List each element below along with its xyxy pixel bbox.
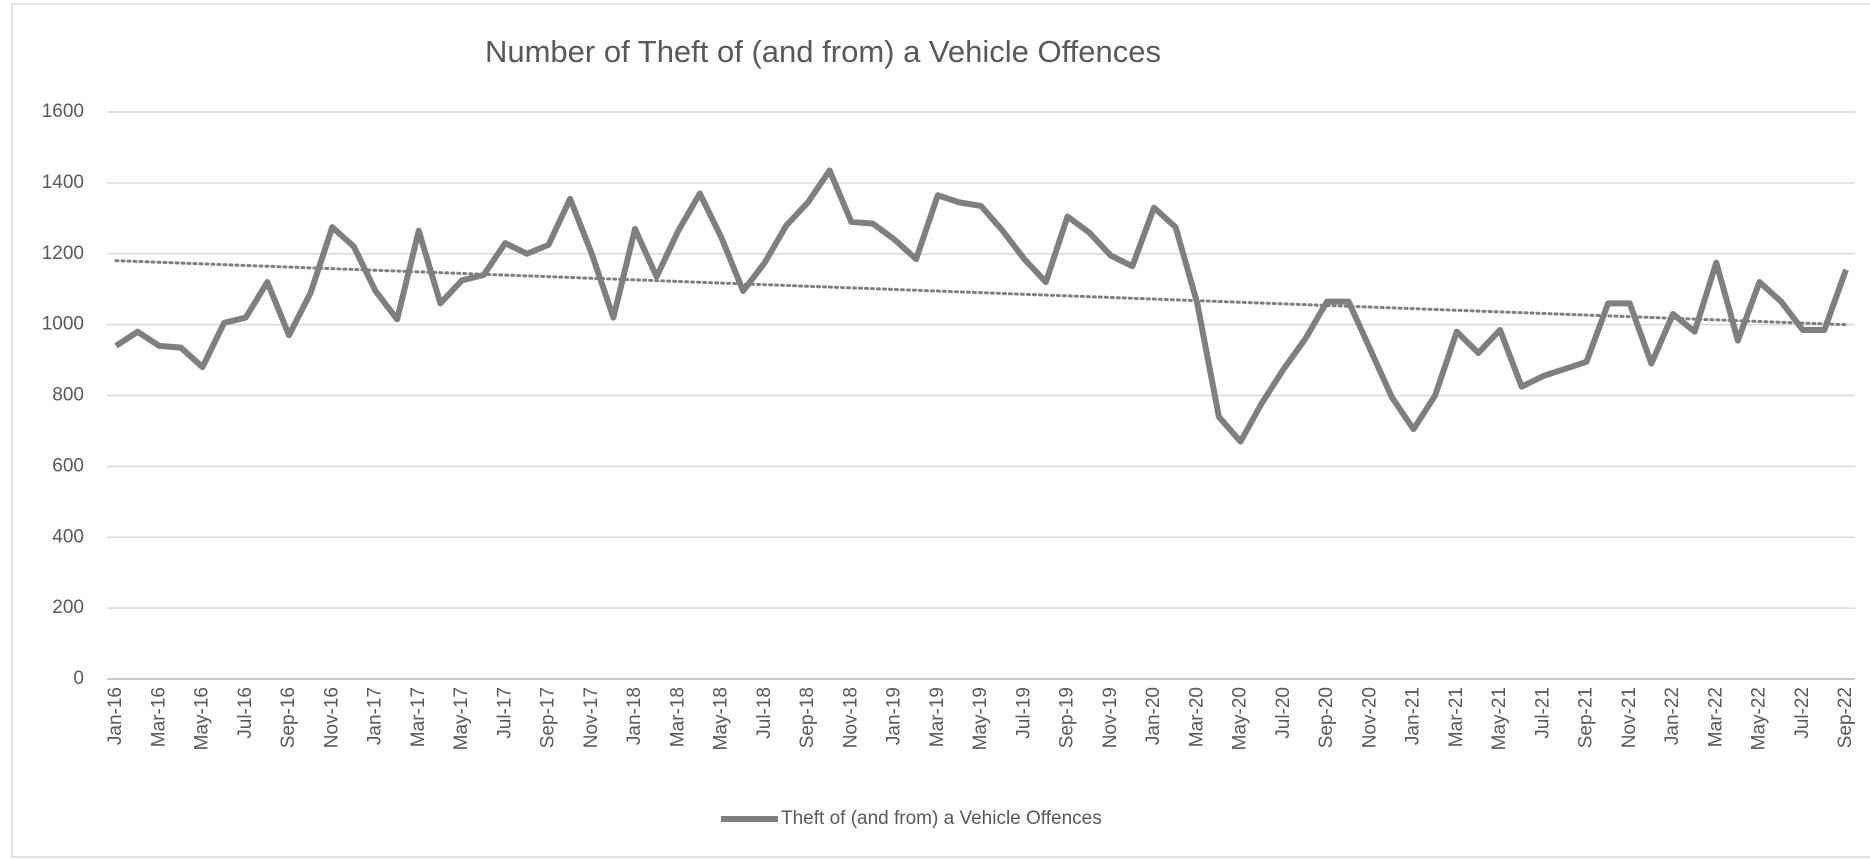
x-tick-label: Mar-22 [1705, 687, 1726, 747]
x-tick-label: Nov-18 [840, 687, 861, 748]
chart-border [11, 3, 1870, 858]
x-tick-label: Mar-19 [927, 687, 948, 747]
x-tick-label: Jul-19 [1013, 687, 1034, 739]
x-tick-label: Jan-17 [365, 687, 386, 745]
trendline [114, 259, 1848, 327]
y-tick-label: 1000 [42, 314, 84, 335]
x-tick-label: Jan-16 [105, 687, 126, 745]
x-tick-label: Sep-21 [1576, 687, 1597, 748]
y-tick-label: 600 [52, 455, 84, 476]
chart-title: Number of Theft of (and from) a Vehicle … [485, 34, 1161, 69]
line-series [114, 167, 1849, 445]
x-tick-label: Nov-21 [1619, 687, 1640, 748]
x-tick-label: Sep-17 [538, 687, 559, 748]
y-tick-label: 800 [52, 385, 84, 406]
x-tick-label: Mar-16 [148, 687, 169, 747]
x-tick-label: May-22 [1749, 687, 1770, 750]
x-tick-label: Nov-19 [1100, 687, 1121, 748]
x-tick-label: Mar-18 [667, 687, 688, 747]
x-tick-label: Sep-20 [1316, 687, 1337, 748]
x-tick-label: Jan-22 [1662, 687, 1683, 745]
x-tick-label: Jan-19 [884, 687, 905, 745]
x-tick-label: May-16 [192, 687, 213, 750]
x-tick-label: May-20 [1230, 687, 1251, 750]
x-tick-label: May-21 [1489, 687, 1510, 750]
x-tick-label: Nov-20 [1359, 687, 1380, 748]
x-tick-label: Mar-17 [408, 687, 429, 747]
x-tick-label: Nov-17 [581, 687, 602, 748]
x-tick-label: Jul-17 [494, 687, 515, 739]
x-tick-label: Mar-21 [1446, 687, 1467, 747]
x-tick-label: Jan-20 [1143, 687, 1164, 745]
x-tick-label: Mar-20 [1186, 687, 1207, 747]
x-tick-label: May-17 [451, 687, 472, 750]
x-tick-label: Jan-21 [1403, 687, 1424, 745]
x-tick-label: Jul-16 [235, 687, 256, 739]
x-tick-label: Sep-16 [278, 687, 299, 748]
legend-label: Theft of (and from) a Vehicle Offences [781, 808, 1102, 829]
y-tick-label: 1200 [42, 243, 84, 264]
x-tick-label: May-19 [970, 687, 991, 750]
y-tick-label: 200 [52, 597, 84, 618]
x-tick-label: Jan-18 [624, 687, 645, 745]
x-tick-label: Jul-20 [1273, 687, 1294, 739]
y-tick-label: 1400 [42, 172, 84, 193]
y-tick-label: 1600 [42, 101, 84, 122]
y-tick-label: 400 [52, 526, 84, 547]
x-tick-label: Jul-22 [1792, 687, 1813, 739]
x-tick-label: Jul-18 [754, 687, 775, 739]
x-tick-label: Sep-18 [797, 687, 818, 748]
x-tick-label: May-18 [711, 687, 732, 750]
x-tick-label: Nov-16 [321, 687, 342, 748]
x-tick-label: Sep-22 [1835, 687, 1856, 748]
y-tick-label: 0 [73, 668, 84, 689]
x-tick-label: Sep-19 [1057, 687, 1078, 748]
x-tick-label: Jul-21 [1532, 687, 1553, 739]
